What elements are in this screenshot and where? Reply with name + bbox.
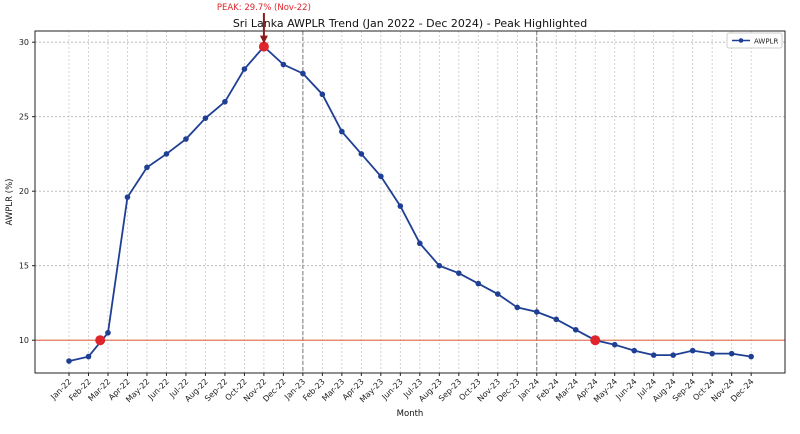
- threshold-crossing-marker: [590, 335, 601, 346]
- data-point: [183, 136, 189, 142]
- series-line-awplr: [68, 45, 752, 362]
- x-tick-label: Jun-22: [146, 377, 171, 402]
- y-tick-label: 30: [19, 38, 29, 47]
- plot-frame: [34, 30, 786, 374]
- data-point: [397, 203, 404, 209]
- peak-arrowhead-icon: [259, 35, 268, 44]
- chart-title: Sri Lanka AWPLR Trend (Jan 2022 - Dec 20…: [233, 17, 587, 30]
- data-point: [494, 291, 501, 297]
- data-point: [202, 115, 209, 121]
- x-tick-label: Jun-23: [380, 377, 405, 402]
- x-tick-label: Jun-24: [613, 377, 638, 402]
- legend: AWPLR: [726, 32, 783, 49]
- data-point: [709, 350, 715, 357]
- data-point: [670, 352, 676, 358]
- data-point: [417, 240, 423, 247]
- data-point: [300, 70, 306, 77]
- data-point: [475, 280, 482, 287]
- data-point: [144, 164, 150, 171]
- data-point: [85, 353, 92, 360]
- data-point: [222, 98, 228, 105]
- threshold-crossing-marker: [95, 335, 106, 346]
- peak-marker: [258, 41, 269, 52]
- legend-label: AWPLR: [754, 38, 778, 46]
- data-point: [66, 358, 72, 364]
- y-axis-label: AWPLR (%): [5, 179, 15, 226]
- data-point: [514, 304, 521, 311]
- threshold-crossing-markers: [95, 41, 601, 346]
- y-axis-ticks: 10 15 20 25 30: [19, 38, 35, 345]
- peak-annotation-text: PEAK: 29.7% (Nov-22): [217, 3, 311, 13]
- data-point: [553, 316, 560, 323]
- x-axis-ticks: Jan-22Feb-22Mar-22Apr-22May-22Jun-22Jul-…: [48, 373, 756, 404]
- data-point: [241, 66, 248, 72]
- data-point: [533, 309, 540, 315]
- data-point: [611, 341, 618, 348]
- data-point: [105, 329, 111, 336]
- data-point: [689, 347, 696, 354]
- y-tick-label: 25: [19, 113, 29, 122]
- data-point: [748, 353, 754, 360]
- y-tick-label: 15: [19, 262, 29, 271]
- data-point: [631, 347, 638, 354]
- data-point: [124, 194, 131, 200]
- y-tick-label: 10: [19, 336, 29, 345]
- year-dividers: [302, 31, 538, 373]
- data-point: [572, 326, 579, 333]
- data-point: [378, 173, 384, 180]
- data-point: [436, 262, 443, 269]
- peak-annotation: PEAK: 29.7% (Nov-22): [217, 3, 311, 44]
- data-point: [280, 61, 287, 68]
- data-point: [650, 352, 657, 358]
- data-points: [66, 43, 754, 364]
- legend-marker-icon: [738, 38, 744, 43]
- data-point: [339, 128, 345, 135]
- data-point: [319, 91, 326, 98]
- data-point: [358, 151, 365, 157]
- data-point: [728, 350, 735, 357]
- x-axis-label: Month: [397, 409, 424, 419]
- data-point: [456, 270, 462, 276]
- y-tick-label: 20: [19, 187, 29, 196]
- grid: [35, 31, 785, 373]
- legend-box: [726, 32, 783, 49]
- data-point: [163, 151, 170, 157]
